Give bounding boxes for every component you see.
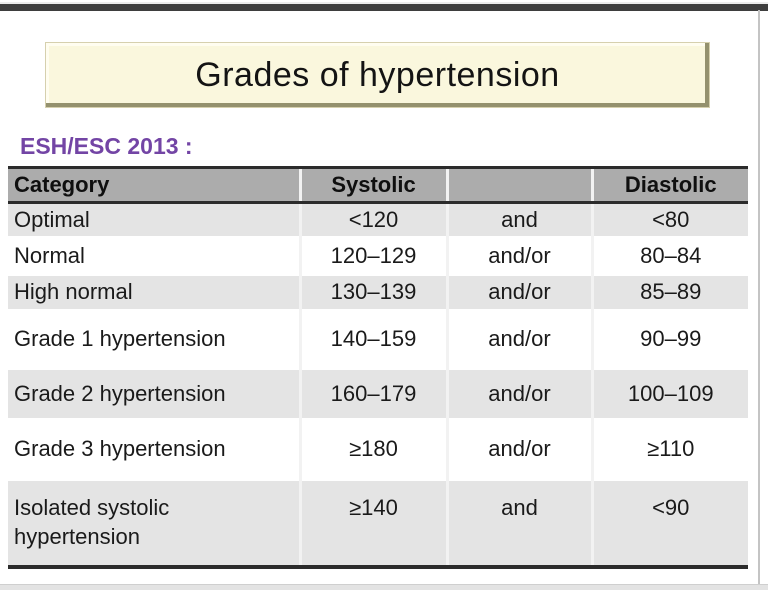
cell-category: Optimal <box>14 207 90 232</box>
cell-connector: and/or <box>445 308 592 370</box>
cell-category: Grade 3 hypertension <box>14 436 226 462</box>
cell-systolic: 120–129 <box>298 235 447 276</box>
cell-systolic: 160–179 <box>298 369 447 418</box>
cell-diastolic: 80–84 <box>590 235 748 276</box>
cell-category: High normal <box>14 279 133 305</box>
column-header-connector <box>445 166 592 204</box>
cell-connector: and/or <box>445 235 592 276</box>
page-title: Grades of hypertension <box>195 55 560 94</box>
cell-diastolic: 90–99 <box>590 308 748 370</box>
cell-category: Normal <box>14 242 85 268</box>
cell-systolic: 140–159 <box>298 308 447 370</box>
hypertension-grades-table: Category Systolic Diastolic Optimal <120… <box>8 166 748 569</box>
table-row: Grade 1 hypertension 140–159 and/or 90–9… <box>8 308 748 370</box>
header-row: Category Systolic Diastolic <box>8 166 748 204</box>
cell-category: Grade 2 hypertension <box>14 380 226 406</box>
cell-diastolic: 85–89 <box>590 275 748 309</box>
cell-connector: and/or <box>445 369 592 418</box>
cell-connector: and/or <box>445 275 592 309</box>
cell-diastolic: <90 <box>590 480 748 569</box>
table-body: Optimal <120 and <80 Normal 120–129 and/… <box>8 202 748 569</box>
column-header-category: Category <box>8 166 300 204</box>
table-row: Grade 3 hypertension ≥180 and/or ≥110 <box>8 417 748 481</box>
table-row: High normal 130–139 and/or 85–89 <box>8 275 748 309</box>
subtitle-esh-esc: ESH/ESC 2013 : <box>20 133 193 159</box>
cell-systolic: 130–139 <box>298 275 447 309</box>
table-header: Category Systolic Diastolic <box>8 166 748 204</box>
cell-connector: and <box>445 202 592 236</box>
column-header-diastolic: Diastolic <box>590 166 748 204</box>
right-edge-line <box>758 10 760 584</box>
cell-connector: and/or <box>445 417 592 481</box>
cell-systolic: <120 <box>298 202 447 236</box>
top-border-bar <box>0 2 768 11</box>
cell-diastolic: <80 <box>590 202 748 236</box>
table-row: Grade 2 hypertension 160–179 and/or 100–… <box>8 369 748 418</box>
cell-diastolic: ≥110 <box>590 417 748 481</box>
cell-connector: and <box>445 480 592 569</box>
column-header-systolic: Systolic <box>298 166 447 204</box>
table-row: Isolated systolic hypertension ≥140 and … <box>8 480 748 569</box>
title-box: Grades of hypertension <box>45 42 710 108</box>
cell-systolic: ≥180 <box>298 417 447 481</box>
cell-systolic: ≥140 <box>298 480 447 569</box>
table-row: Normal 120–129 and/or 80–84 <box>8 235 748 276</box>
cell-category: Isolated systolic hypertension <box>8 480 300 569</box>
bottom-border-strip <box>0 584 768 590</box>
cell-diastolic: 100–109 <box>590 369 748 418</box>
cell-category: Grade 1 hypertension <box>14 326 226 352</box>
table-row: Optimal <120 and <80 <box>8 202 748 236</box>
